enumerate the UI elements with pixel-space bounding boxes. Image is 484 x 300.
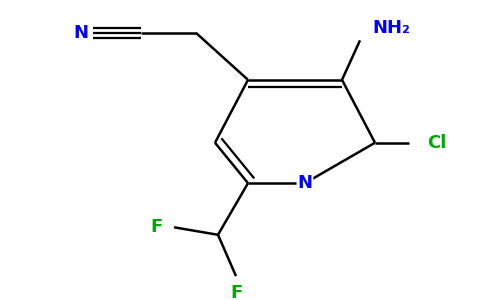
Text: F: F: [230, 284, 242, 300]
Text: Cl: Cl: [427, 134, 446, 152]
Text: N: N: [74, 24, 89, 42]
Text: F: F: [150, 218, 162, 236]
Text: N: N: [298, 174, 313, 192]
Text: NH₂: NH₂: [372, 19, 410, 37]
